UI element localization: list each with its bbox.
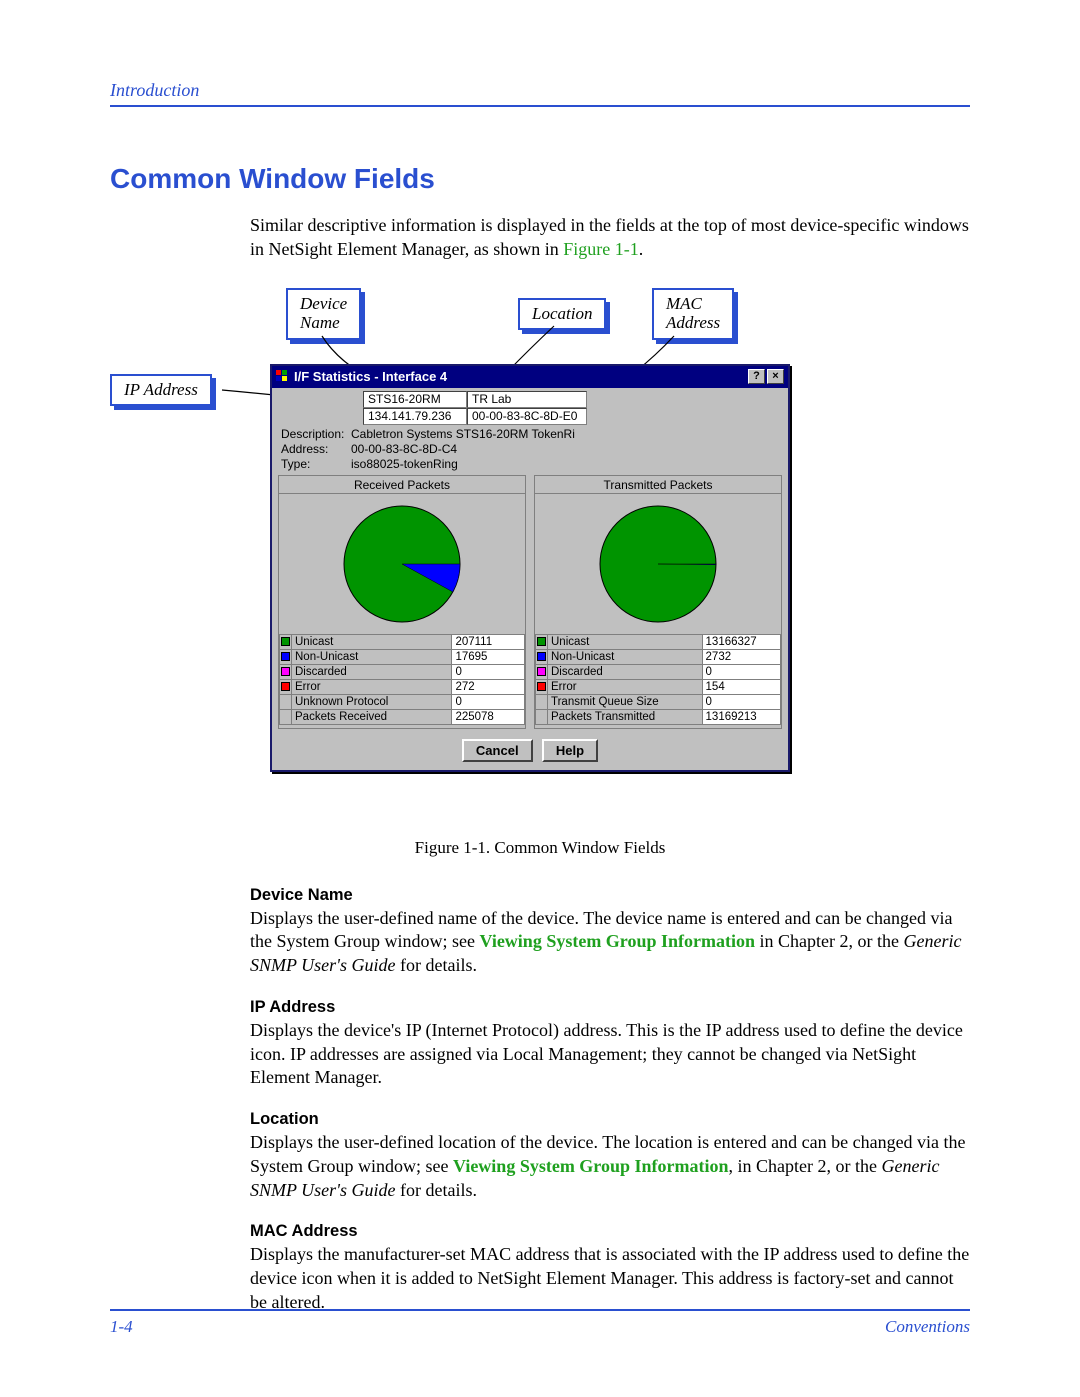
callout-device-name: Device Name bbox=[286, 288, 361, 340]
received-panel: Received Packets Unicast207111Non-Unicas… bbox=[278, 475, 526, 729]
footer-section: Conventions bbox=[885, 1317, 970, 1337]
def-location: Location Displays the user-defined locat… bbox=[250, 1110, 970, 1202]
transmitted-title: Transmitted Packets bbox=[535, 476, 781, 494]
field-device-name: STS16-20RM bbox=[363, 391, 467, 408]
top-rule bbox=[110, 105, 970, 107]
dialog-title: I/F Statistics - Interface 4 bbox=[294, 369, 447, 384]
link-viewing-system-group-2[interactable]: Viewing System Group Information bbox=[453, 1156, 729, 1176]
close-button[interactable]: × bbox=[767, 369, 784, 384]
transmitted-pie bbox=[535, 494, 781, 634]
callout-mac-address: MAC Address bbox=[652, 288, 734, 340]
transmitted-panel: Transmitted Packets Unicast13166327Non-U… bbox=[534, 475, 782, 729]
received-pie bbox=[279, 494, 525, 634]
figure-reference-link[interactable]: Figure 1-1 bbox=[563, 239, 639, 259]
received-title: Received Packets bbox=[279, 476, 525, 494]
description-block: Description:Cabletron Systems STS16-20RM… bbox=[281, 427, 783, 472]
def-ip-address: IP Address Displays the device's IP (Int… bbox=[250, 998, 970, 1090]
def-device-name: Device Name Displays the user-defined na… bbox=[250, 886, 970, 978]
field-ip-address: 134.141.79.236 bbox=[363, 408, 467, 425]
breadcrumb: Introduction bbox=[110, 80, 970, 101]
figure-caption: Figure 1-1. Common Window Fields bbox=[110, 838, 970, 858]
link-viewing-system-group-1[interactable]: Viewing System Group Information bbox=[479, 931, 755, 951]
received-table: Unicast207111Non-Unicast17695Discarded0E… bbox=[279, 634, 525, 725]
dialog-titlebar[interactable]: I/F Statistics - Interface 4 ? × bbox=[272, 366, 788, 388]
dialog-window: I/F Statistics - Interface 4 ? × STS16-2… bbox=[270, 364, 790, 772]
field-mac-address: 00-00-83-8C-8D-E0 bbox=[467, 408, 587, 425]
app-icon bbox=[275, 369, 290, 385]
def-mac-address: MAC Address Displays the manufacturer-se… bbox=[250, 1222, 970, 1314]
page-footer: 1-4 Conventions bbox=[110, 1309, 970, 1337]
help-button[interactable]: ? bbox=[748, 369, 765, 384]
cancel-button[interactable]: Cancel bbox=[462, 739, 533, 762]
figure-area: Device Name Location MAC Address IP Addr… bbox=[110, 288, 970, 828]
callout-location: Location bbox=[518, 298, 606, 331]
intro-text-b: . bbox=[639, 239, 644, 259]
intro-paragraph: Similar descriptive information is displ… bbox=[250, 213, 970, 262]
callout-ip-address: IP Address bbox=[110, 374, 212, 407]
transmitted-table: Unicast13166327Non-Unicast2732Discarded0… bbox=[535, 634, 781, 725]
field-location: TR Lab bbox=[467, 391, 587, 408]
page-number: 1-4 bbox=[110, 1317, 133, 1337]
dialog-help-button[interactable]: Help bbox=[542, 739, 598, 762]
section-title: Common Window Fields bbox=[110, 163, 970, 195]
